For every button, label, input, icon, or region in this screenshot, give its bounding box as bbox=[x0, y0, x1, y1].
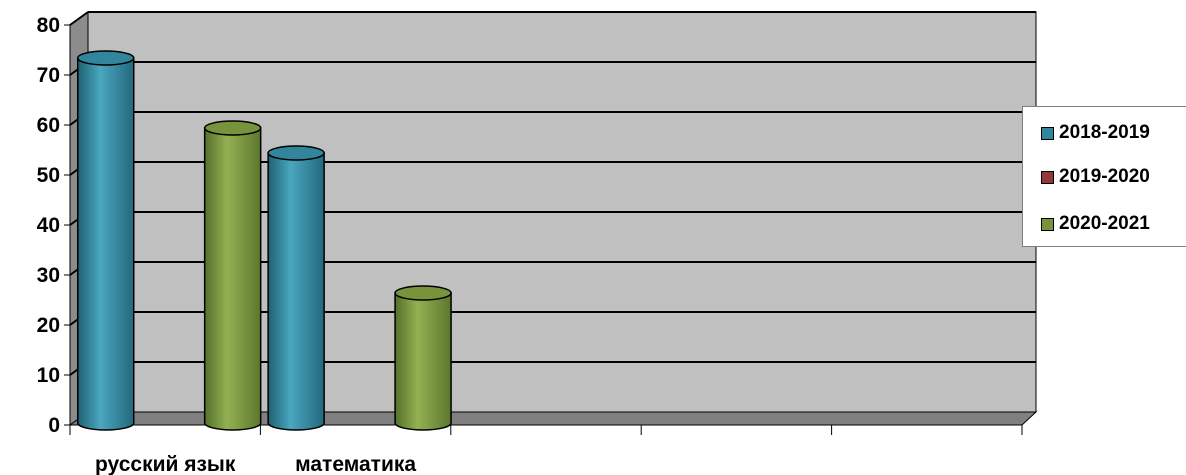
bar-body bbox=[394, 292, 452, 431]
bar-top bbox=[76, 50, 135, 66]
y-tick-label: 0 bbox=[48, 414, 60, 437]
y-tick-label: 30 bbox=[37, 264, 60, 287]
legend-item-series-2: 2019-2020 bbox=[1041, 165, 1150, 189]
y-tick-label: 50 bbox=[37, 164, 60, 187]
bar bbox=[203, 120, 262, 431]
legend-swatch-series-2 bbox=[1041, 170, 1054, 184]
axes: 0 10 20 30 40 50 60 70 80 русский язык математика bbox=[37, 14, 1023, 475]
y-tick-label: 60 bbox=[37, 114, 60, 137]
gridline-side bbox=[69, 11, 89, 26]
y-tick-label: 80 bbox=[37, 14, 60, 37]
y-tick-label: 40 bbox=[37, 214, 60, 237]
x-tick-label: математика bbox=[295, 453, 416, 475]
y-tick-label: 70 bbox=[37, 64, 60, 87]
legend: 2018-2019 2019-2020 2020-2021 bbox=[1022, 106, 1186, 247]
bar-top bbox=[267, 145, 325, 161]
legend-item-series-1: 2018-2019 bbox=[1041, 121, 1150, 145]
bar-top bbox=[394, 285, 452, 301]
y-tick-label: 10 bbox=[37, 364, 60, 387]
bars bbox=[76, 50, 452, 431]
bar-top bbox=[203, 120, 262, 136]
legend-label-series-3: 2020-2021 bbox=[1059, 213, 1150, 234]
bar-body bbox=[267, 152, 325, 431]
y-tick-label: 20 bbox=[37, 314, 60, 337]
x-tick-label: русский язык bbox=[95, 453, 236, 475]
bar-body bbox=[203, 127, 262, 431]
bar bbox=[76, 50, 135, 431]
legend-item-series-3: 2020-2021 bbox=[1041, 212, 1150, 236]
bar-body bbox=[76, 57, 135, 431]
bar bbox=[394, 285, 452, 431]
bar bbox=[267, 145, 325, 431]
legend-swatch-series-1 bbox=[1041, 126, 1054, 140]
legend-label-series-2: 2019-2020 bbox=[1059, 166, 1150, 187]
legend-swatch-series-3 bbox=[1041, 217, 1054, 231]
legend-label-series-1: 2018-2019 bbox=[1059, 122, 1150, 143]
